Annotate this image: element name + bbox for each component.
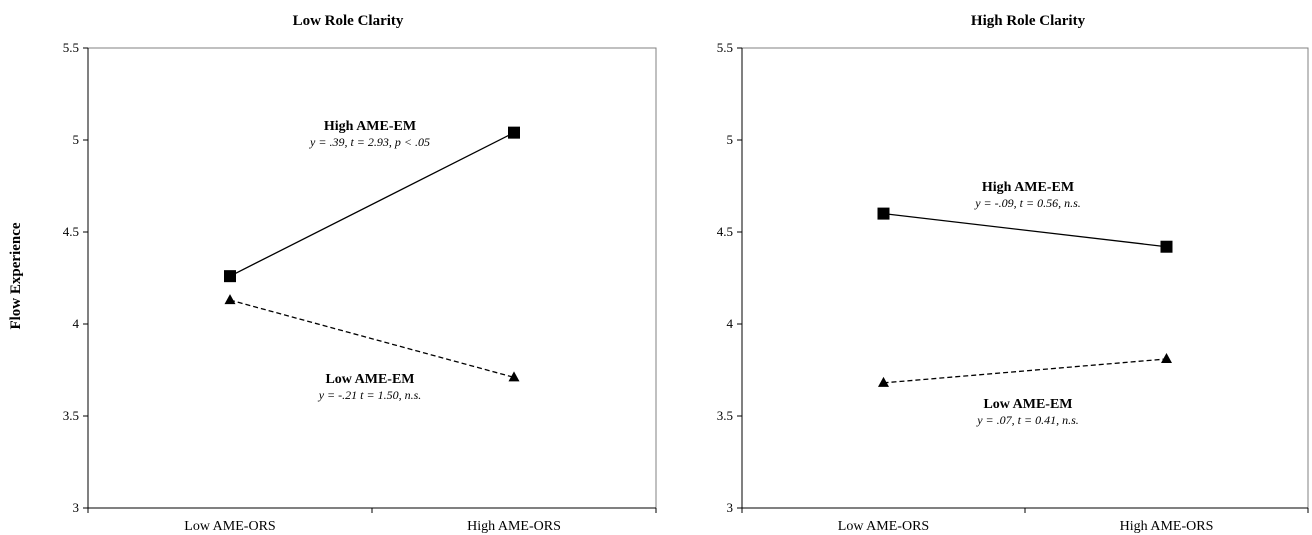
y-tick-label: 5 — [73, 132, 80, 147]
y-tick-label: 4 — [73, 316, 80, 331]
plot-frame — [87, 47, 657, 509]
data-point-triangle — [878, 376, 889, 387]
y-tick-label: 5.5 — [63, 40, 79, 55]
data-point-square — [1160, 240, 1173, 253]
annotation-stat-high-ame-em: y = -.09, t = 0.56, n.s. — [974, 196, 1081, 210]
x-tick-label: Low AME-ORS — [184, 519, 275, 534]
data-point-square — [224, 270, 236, 283]
axes-low-role-clarity — [83, 47, 657, 513]
y-tick-label: 3.5 — [63, 408, 79, 423]
annotation-name-high-ame-em: High AME-EM — [324, 119, 416, 134]
category-labels-low-role-clarity: Low AME-ORS High AME-ORS — [184, 519, 561, 534]
series-line — [229, 132, 515, 277]
annotation-name-high-ame-em: High AME-EM — [982, 180, 1074, 195]
series-line — [883, 358, 1167, 384]
axes-high-role-clarity — [737, 47, 1309, 513]
data-point-triangle — [508, 371, 520, 382]
tick-labels-low-role-clarity: 3 3.5 4 4.5 5 5.5 — [63, 40, 80, 515]
series-line — [229, 299, 515, 378]
data-point-square — [508, 126, 520, 139]
y-axis-label: Flow Experience — [8, 222, 24, 329]
annotation-stat-low-ame-em: y = .07, t = 0.41, n.s. — [976, 413, 1079, 427]
y-tick-label: 5 — [727, 132, 734, 147]
annotation-stat-low-ame-em: y = -.21 t = 1.50, n.s. — [318, 388, 422, 402]
y-tick-label: 3.5 — [717, 408, 733, 423]
annotation-name-low-ame-em: Low AME-EM — [325, 372, 414, 387]
annotation-name-low-ame-em: Low AME-EM — [983, 397, 1072, 412]
chart-panel-low-role-clarity: Low Role Clarity 3 3.5 4 4.5 5 5.5 Low AME-OR… — [63, 13, 657, 534]
y-tick-label: 4 — [727, 316, 734, 331]
series-line — [883, 212, 1167, 248]
x-tick-label: Low AME-ORS — [838, 519, 929, 534]
annotation-stat-high-ame-em: y = .39, t = 2.93, p < .05 — [309, 135, 430, 149]
x-tick-label: High AME-ORS — [1120, 519, 1214, 534]
category-labels-high-role-clarity: Low AME-ORS High AME-ORS — [838, 519, 1214, 534]
y-tick-label: 4.5 — [717, 224, 733, 239]
y-tick-label: 4.5 — [63, 224, 79, 239]
data-point-triangle — [224, 294, 236, 305]
tick-labels-high-role-clarity: 3 3.5 4 4.5 5 5.5 — [717, 40, 734, 515]
plot-frame — [741, 47, 1309, 509]
y-tick-label: 5.5 — [717, 40, 733, 55]
y-tick-label: 3 — [727, 500, 734, 515]
x-tick-label: High AME-ORS — [467, 519, 561, 534]
series-low-role-clarity — [224, 126, 520, 382]
chart-panel-high-role-clarity: High Role Clarity 3 3.5 4 4.5 5 5.5 Low AME-O… — [717, 13, 1309, 534]
data-point-triangle — [1161, 352, 1172, 363]
series-high-role-clarity — [877, 207, 1173, 387]
chart-title-low-role-clarity: Low Role Clarity — [293, 13, 404, 29]
chart-title-high-role-clarity: High Role Clarity — [971, 13, 1086, 29]
data-point-square — [877, 207, 890, 220]
y-tick-label: 3 — [73, 500, 80, 515]
